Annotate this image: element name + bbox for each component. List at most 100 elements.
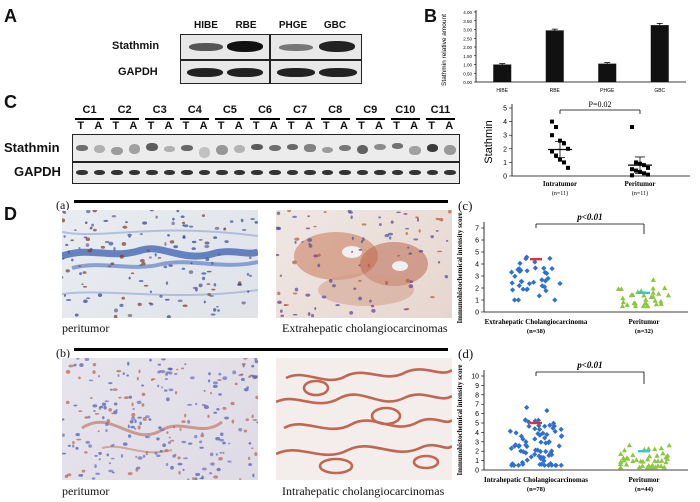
scatter-point-diamond (509, 287, 516, 293)
nucleus-dot (405, 308, 410, 310)
nucleus-dot (444, 275, 449, 279)
nucleus-dot (84, 221, 88, 224)
panel-letter-b: B (424, 6, 437, 26)
plot-c-tag: (c) (458, 198, 473, 213)
nucleus-dot (120, 453, 124, 458)
lane-adjacent-label: A (234, 120, 243, 132)
nucleus-dot (85, 237, 91, 242)
nucleus-dot (62, 276, 64, 279)
scatter-point-triangle (654, 453, 660, 458)
nucleus-dot (408, 284, 414, 289)
plot-c-group1-n: (n=38) (527, 328, 545, 335)
nucleus-dot (205, 257, 210, 262)
micrograph-b-tumor (276, 358, 452, 480)
nucleus-dot (187, 478, 190, 480)
lane-adjacent-label: A (164, 120, 173, 132)
nucleus-dot (173, 245, 179, 249)
blot-band-gapdh (304, 170, 316, 175)
scatter-ytick-label: 6 (475, 411, 479, 418)
nucleus-dot (182, 468, 185, 472)
nucleus-dot (314, 306, 317, 310)
panel-c-point (562, 160, 566, 165)
nucleus-dot (177, 299, 183, 303)
blot-band-stathmin (269, 144, 281, 152)
nucleus-dot (88, 444, 92, 448)
nucleus-dot (182, 304, 188, 308)
panel-c-group2-label: Peritumor (624, 180, 655, 188)
scatter-point-triangle (620, 455, 627, 460)
panel-c-point (566, 165, 570, 170)
nucleus-dot (396, 254, 401, 257)
nucleus-dot (224, 416, 230, 420)
nucleus-dot (66, 473, 72, 477)
scatter-point-diamond (515, 462, 522, 468)
nucleus-dot (231, 419, 235, 424)
nucleus-dot (165, 372, 169, 376)
nucleus-dot (130, 272, 135, 275)
nucleus-dot (139, 259, 145, 263)
blot-band-gapdh (181, 170, 193, 175)
nucleus-dot (110, 262, 115, 266)
blot-band-gapdh (356, 170, 369, 175)
nucleus-dot (113, 308, 119, 313)
nucleus-dot (161, 358, 166, 361)
nucleus-dot (127, 314, 133, 318)
nucleus-dot (448, 210, 452, 214)
nucleus-dot (413, 238, 419, 241)
nucleus-dot (149, 210, 154, 212)
nucleus-dot (180, 215, 185, 219)
nucleus-dot (227, 460, 232, 463)
nucleus-dot (378, 223, 382, 227)
scatter-ytick-label: 0 (475, 468, 479, 475)
blot-strip-stathmin-left (180, 34, 270, 60)
nucleus-dot (191, 247, 196, 250)
nucleus-dot (92, 404, 98, 408)
nucleus-dot (84, 358, 90, 361)
nucleus-dot (170, 465, 174, 470)
nucleus-dot (192, 477, 195, 480)
nucleus-dot (209, 452, 214, 457)
nucleus-dot (310, 314, 315, 318)
nucleus-dot (111, 215, 117, 218)
scatter-point-triangle (652, 297, 658, 303)
panel-c-point (558, 157, 562, 162)
lane-tumor-label: T (428, 120, 436, 132)
nucleus-dot (78, 473, 84, 477)
nucleus-dot (216, 407, 220, 411)
scatter-ytick-label: 3 (475, 439, 479, 446)
nucleus-dot (223, 227, 227, 231)
nucleus-dot (142, 417, 147, 421)
nucleus-dot (134, 427, 137, 430)
nucleus-dot (122, 372, 125, 375)
nucleus-dot (305, 227, 311, 230)
nucleus-dot (294, 240, 297, 244)
scatter-ytick-label: 8 (475, 392, 479, 399)
nucleus-dot (98, 458, 101, 461)
nucleus-dot (159, 294, 163, 298)
nucleus-dot (403, 212, 408, 215)
nucleus-dot (387, 232, 393, 236)
nucleus-dot (241, 229, 247, 231)
nucleus-dot (201, 214, 206, 217)
nucleus-dot (118, 396, 122, 399)
nucleus-dot (313, 254, 319, 258)
scatter-point-triangle (619, 303, 626, 309)
scatter-ytick-label: 6 (475, 238, 479, 245)
nucleus-dot (240, 377, 245, 382)
scatter-point-triangle (621, 447, 628, 453)
nucleus-dot (164, 378, 169, 380)
nucleus-dot (203, 405, 209, 410)
nucleus-dot (190, 376, 195, 380)
scatter-ytick-label: 2 (475, 286, 479, 293)
blot-band-stathmin (128, 144, 141, 154)
scatter-point-triangle (646, 462, 652, 468)
nucleus-dot (83, 299, 88, 304)
nucleus-dot (127, 233, 132, 237)
case-label: C9 (363, 104, 378, 116)
blot-band-stathmin (251, 144, 263, 151)
blot-strip-stathmin-right (270, 34, 362, 60)
nucleus-dot (91, 477, 96, 480)
nucleus-dot (219, 451, 223, 454)
nucleus-dot (86, 210, 91, 214)
panel-c-pvalue: P=0.02 (589, 100, 612, 109)
